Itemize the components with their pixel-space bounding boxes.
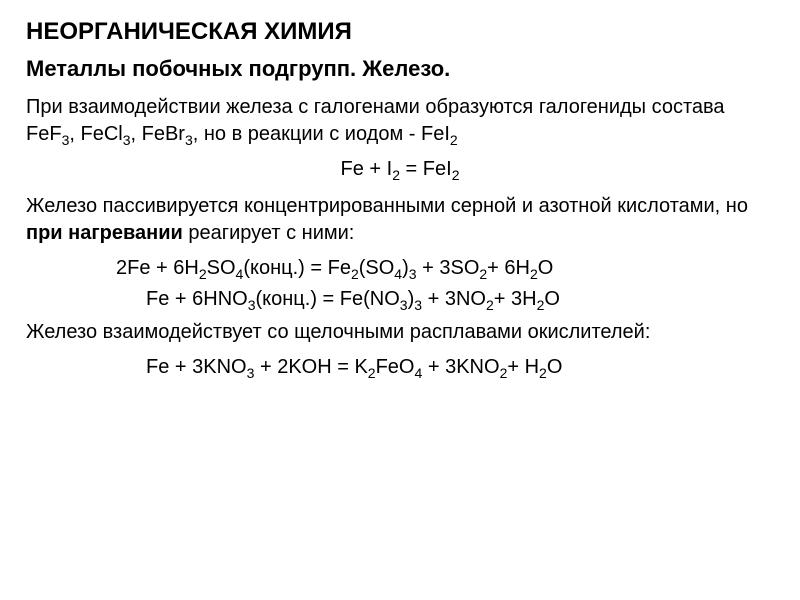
page-title: НЕОРГАНИЧЕСКАЯ ХИМИЯ bbox=[26, 18, 774, 46]
text: Железо пассивируется концентрированными … bbox=[26, 195, 748, 217]
text: (SO bbox=[359, 257, 395, 279]
subscript: 3 bbox=[414, 297, 422, 313]
text: , FeBr bbox=[131, 123, 185, 145]
text: (конц.) = Fe(NO bbox=[256, 288, 400, 310]
text: + 3SO bbox=[417, 257, 480, 279]
subscript: 3 bbox=[248, 297, 256, 313]
subscript: 2 bbox=[368, 365, 376, 381]
text: , FeCl bbox=[69, 123, 122, 145]
subscript: 2 bbox=[479, 266, 487, 282]
paragraph-passivation: Железо пассивируется концентрированными … bbox=[26, 193, 774, 247]
text: , но в реакции с иодом - FeI bbox=[193, 123, 450, 145]
equation-hno3: Fe + 6HNO3(конц.) = Fe(NO3)3 + 3NO2+ 3H2… bbox=[146, 288, 774, 311]
text: O bbox=[538, 257, 554, 279]
subscript: 3 bbox=[123, 132, 131, 148]
subscript: 3 bbox=[409, 266, 417, 282]
subscript: 3 bbox=[400, 297, 408, 313]
subscript: 2 bbox=[351, 266, 359, 282]
text: Fe + 6HNO bbox=[146, 288, 248, 310]
subscript: 3 bbox=[185, 132, 193, 148]
text: + 6H bbox=[487, 257, 530, 279]
text: + H bbox=[507, 356, 539, 378]
subscript: 2 bbox=[199, 266, 207, 282]
subscript: 2 bbox=[450, 132, 458, 148]
text: ) bbox=[402, 257, 409, 279]
text: O bbox=[544, 288, 560, 310]
equation-fei2: Fe + I2 = FeI2 bbox=[26, 158, 774, 181]
subscript: 2 bbox=[392, 167, 400, 183]
text: Железо взаимодействует со щелочными расп… bbox=[26, 321, 650, 343]
equation-h2so4: 2Fe + 6H2SO4(конц.) = Fe2(SO4)3 + 3SO2+ … bbox=[116, 257, 774, 280]
subscript: 2 bbox=[539, 365, 547, 381]
paragraph-alkaline: Железо взаимодействует со щелочными расп… bbox=[26, 319, 774, 346]
text: FeO bbox=[376, 356, 415, 378]
text: O bbox=[547, 356, 563, 378]
text: = FeI bbox=[400, 158, 452, 180]
page-subtitle: Металлы побочных подгрупп. Железо. bbox=[26, 56, 774, 82]
subscript: 4 bbox=[394, 266, 402, 282]
bold-text: при нагревании bbox=[26, 222, 183, 244]
paragraph-halogens: При взаимодействии железа с галогенами о… bbox=[26, 94, 774, 148]
text: 2Fe + 6H bbox=[116, 257, 199, 279]
subscript: 2 bbox=[486, 297, 494, 313]
text: Fe + I bbox=[341, 158, 393, 180]
document-page: НЕОРГАНИЧЕСКАЯ ХИМИЯ Металлы побочных по… bbox=[0, 0, 800, 379]
subscript: 2 bbox=[530, 266, 538, 282]
text: + 3KNO bbox=[422, 356, 499, 378]
text: + 3H bbox=[494, 288, 537, 310]
text: (конц.) = Fe bbox=[243, 257, 351, 279]
text: + 2KOH = K bbox=[254, 356, 367, 378]
text: SO bbox=[207, 257, 236, 279]
subscript: 2 bbox=[452, 167, 460, 183]
equation-kno3: Fe + 3KNO3 + 2KOH = K2FeO4 + 3KNO2+ H2O bbox=[146, 356, 774, 379]
text: реагирует с ними: bbox=[183, 222, 355, 244]
text: + 3NO bbox=[422, 288, 486, 310]
text: Fe + 3KNO bbox=[146, 356, 247, 378]
